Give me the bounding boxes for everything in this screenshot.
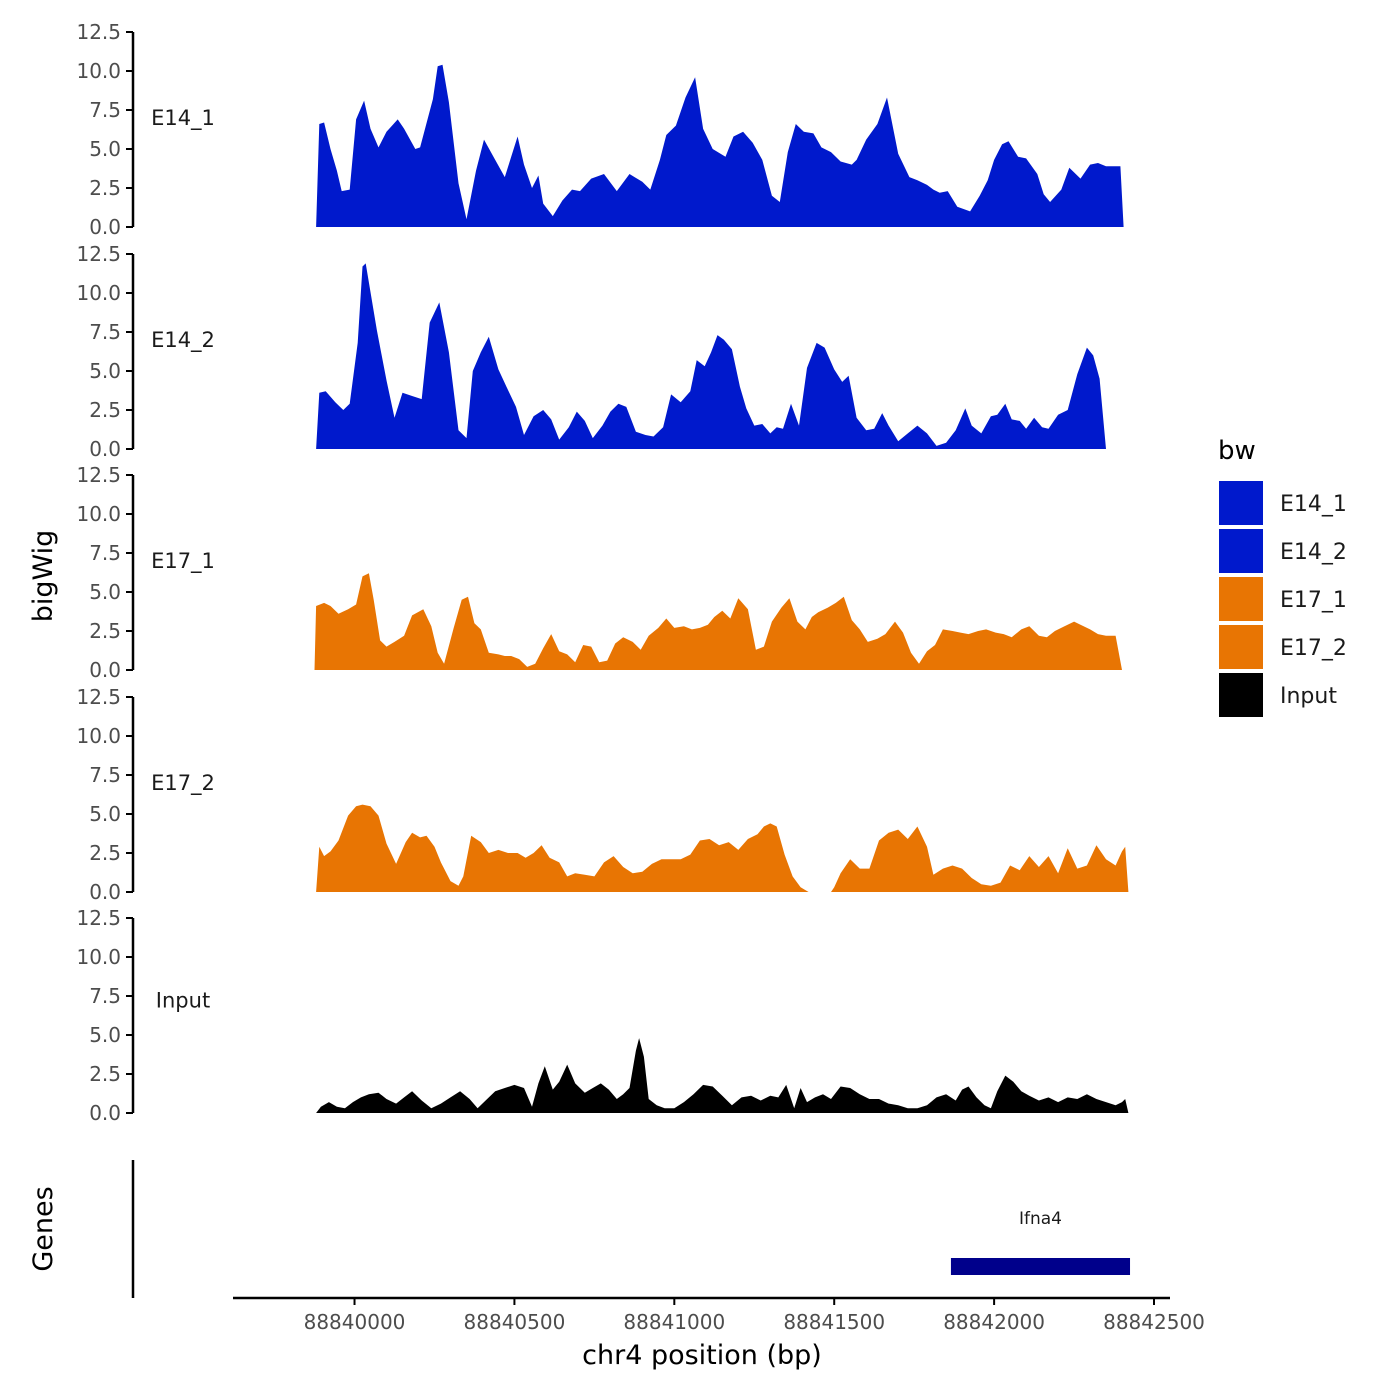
area-E14_1 xyxy=(316,64,1124,227)
x-axis-title: chr4 position (bp) xyxy=(582,1340,822,1371)
y-tick-label: 2.5 xyxy=(89,619,121,643)
legend-key xyxy=(1219,577,1263,621)
legend-entry-E14_1: E14_1 xyxy=(1219,481,1347,525)
legend-entry-E17_2: E17_2 xyxy=(1219,625,1347,669)
y-tick-label: 10.0 xyxy=(76,281,121,305)
genes-axis-title: Genes xyxy=(28,1186,59,1271)
y-tick-label: 5.0 xyxy=(89,1023,121,1047)
legend-entry-E14_2: E14_2 xyxy=(1219,529,1347,573)
x-tick-label: 88840500 xyxy=(464,1310,566,1334)
y-tick-label: 2.5 xyxy=(89,176,121,200)
legend-label: E17_2 xyxy=(1280,636,1347,661)
legend-key xyxy=(1219,481,1263,525)
signal-tracks: 0.0 2.5 5.0 7.5 10.0 12.5 E14_1 0.0 2.5 5.0 7.5 10.… xyxy=(76,20,1131,1125)
legend-label: E17_1 xyxy=(1280,588,1347,613)
y-tick-label: 0.0 xyxy=(89,215,121,239)
track-E17_1: 0.0 2.5 5.0 7.5 10.0 12.5 E17_1 xyxy=(76,463,1124,682)
y-tick-label: 10.0 xyxy=(76,502,121,526)
legend-title: bw xyxy=(1218,436,1256,466)
y-tick-label: 2.5 xyxy=(89,398,121,422)
y-tick-label: 7.5 xyxy=(89,98,121,122)
y-tick-label: 5.0 xyxy=(89,137,121,161)
y-axis-title: bigWig xyxy=(28,530,59,623)
y-tick-label: 0.0 xyxy=(89,658,121,682)
y-tick-label: 2.5 xyxy=(89,1062,121,1086)
y-tick-label: 5.0 xyxy=(89,580,121,604)
x-tick-label: 88841000 xyxy=(623,1310,725,1334)
y-tick-label: 7.5 xyxy=(89,984,121,1008)
track-E14_1: 0.0 2.5 5.0 7.5 10.0 12.5 E14_1 xyxy=(76,20,1124,239)
y-tick-label: 2.5 xyxy=(89,841,121,865)
y-tick-label: 7.5 xyxy=(89,541,121,565)
track-label: E14_1 xyxy=(151,106,215,131)
track-label: E14_2 xyxy=(151,328,215,353)
x-axis: 88840000 88840500 88841000 88841500 88842000… xyxy=(233,1296,1205,1334)
track-label: E17_2 xyxy=(151,771,215,796)
y-tick-label: 12.5 xyxy=(76,906,121,930)
y-tick-label: 12.5 xyxy=(76,20,121,44)
legend-key xyxy=(1219,529,1263,573)
area-E14_2 xyxy=(316,263,1131,449)
y-tick-label: 12.5 xyxy=(76,242,121,266)
legend-key xyxy=(1219,625,1263,669)
y-tick-label: 10.0 xyxy=(76,724,121,748)
legend-label: E14_1 xyxy=(1280,492,1347,517)
x-tick-label: 88841500 xyxy=(783,1310,885,1334)
y-tick-label: 7.5 xyxy=(89,320,121,344)
legend-entry-E17_1: E17_1 xyxy=(1219,577,1347,621)
track-label: Input xyxy=(156,989,210,1013)
y-tick-label: 0.0 xyxy=(89,880,121,904)
x-tick-label: 88842000 xyxy=(943,1310,1045,1334)
y-tick-label: 5.0 xyxy=(89,359,121,383)
x-tick-label: 88840000 xyxy=(304,1310,406,1334)
area-E17_1 xyxy=(314,573,1124,670)
y-tick-label: 0.0 xyxy=(89,437,121,461)
track-label: E17_1 xyxy=(151,549,215,574)
y-tick-label: 10.0 xyxy=(76,59,121,83)
gene-body xyxy=(950,1258,1131,1275)
x-tick-label: 88842500 xyxy=(1103,1310,1205,1334)
legend: bw E14_1 E14_2 E17_1 E17_2 Input xyxy=(1218,436,1347,717)
y-tick-label: 12.5 xyxy=(76,685,121,709)
gene-Ifna4: Ifna4 xyxy=(950,1209,1131,1275)
area-Input xyxy=(316,1038,1129,1113)
y-tick-label: 5.0 xyxy=(89,802,121,826)
gene-label: Ifna4 xyxy=(1019,1209,1062,1229)
y-tick-label: 0.0 xyxy=(89,1101,121,1125)
area-E17_2 xyxy=(316,804,1129,892)
legend-key xyxy=(1219,673,1263,717)
track-E14_2: 0.0 2.5 5.0 7.5 10.0 12.5 E14_2 xyxy=(76,242,1131,461)
legend-label: Input xyxy=(1280,684,1337,709)
track-E17_2: 0.0 2.5 5.0 7.5 10.0 12.5 E17_2 xyxy=(76,685,1129,904)
legend-entry-Input: Input xyxy=(1219,673,1337,717)
legend-label: E14_2 xyxy=(1280,540,1347,565)
y-tick-label: 10.0 xyxy=(76,945,121,969)
y-tick-label: 7.5 xyxy=(89,763,121,787)
track-Input: 0.0 2.5 5.0 7.5 10.0 12.5 Input xyxy=(76,906,1129,1125)
genes-panel: Ifna4 xyxy=(131,1160,1131,1298)
y-tick-label: 12.5 xyxy=(76,463,121,487)
